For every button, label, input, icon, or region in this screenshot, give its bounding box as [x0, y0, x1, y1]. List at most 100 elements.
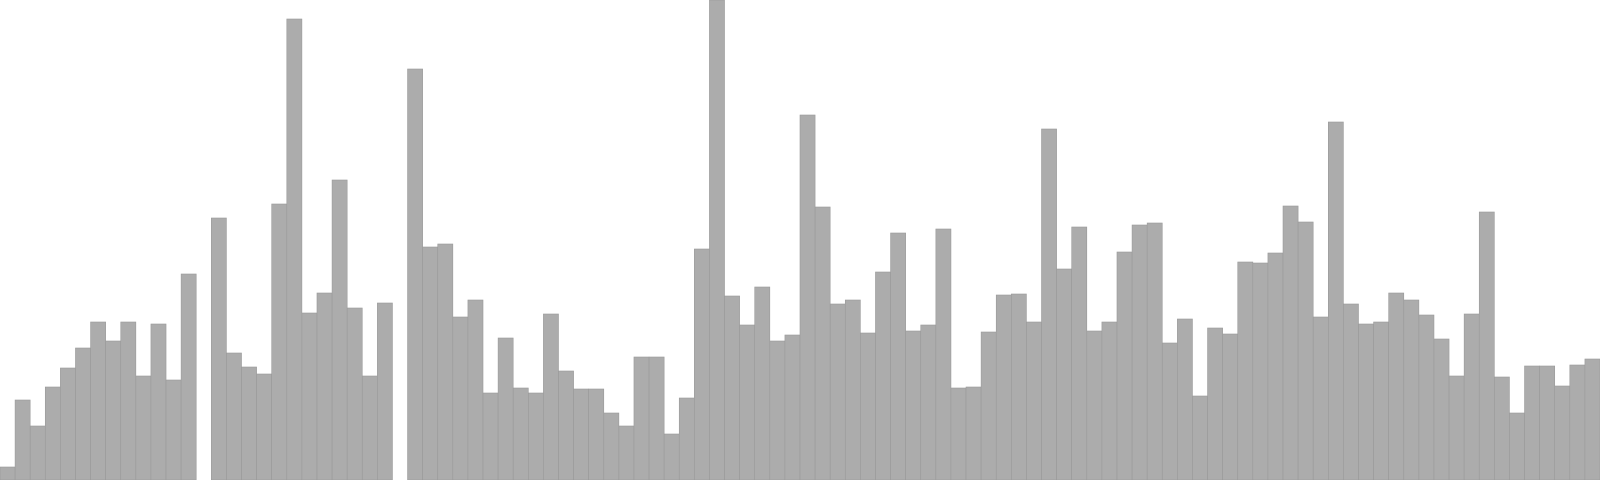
bar-53 [799, 114, 816, 480]
bar-14 [211, 217, 227, 480]
bar-96 [1448, 375, 1465, 480]
bar-33 [497, 337, 514, 480]
bar-69 [1041, 128, 1057, 480]
bar-81 [1222, 333, 1239, 480]
bar-64 [965, 386, 982, 480]
bar-9 [135, 375, 152, 480]
bar-38 [573, 388, 589, 480]
bar-12 [180, 273, 197, 480]
bar-17 [256, 373, 272, 480]
bar-104 [1569, 364, 1586, 480]
bar-58 [875, 271, 891, 480]
bar-56 [844, 299, 861, 480]
bar-32 [482, 392, 499, 480]
bar-95 [1433, 338, 1450, 480]
bar-84 [1267, 252, 1284, 480]
bar-97 [1463, 313, 1480, 480]
bar-86 [1297, 221, 1314, 480]
bar-99 [1494, 376, 1510, 480]
bar-91 [1373, 321, 1389, 480]
bar-21 [316, 292, 333, 480]
bar-79 [1192, 395, 1208, 480]
bar-65 [980, 331, 997, 480]
bar-52 [784, 334, 801, 480]
bar-66 [995, 294, 1012, 480]
bar-89 [1343, 303, 1359, 480]
bar-63 [950, 387, 967, 480]
bar-36 [543, 313, 559, 480]
bar-8 [120, 321, 137, 480]
bar-82 [1237, 261, 1254, 480]
bar-59 [890, 232, 906, 480]
bar-0 [0, 466, 16, 480]
bar-78 [1177, 318, 1193, 480]
bar-47 [709, 0, 725, 480]
bar-87 [1312, 316, 1329, 480]
bar-4 [60, 367, 76, 480]
bar-11 [165, 379, 182, 480]
bar-85 [1282, 205, 1299, 480]
bar-41 [618, 425, 635, 480]
bar-24 [361, 375, 378, 480]
bar-101 [1524, 365, 1540, 480]
bar-15 [226, 352, 242, 480]
bar-25 [377, 302, 393, 480]
bar-98 [1478, 211, 1495, 480]
bar-31 [467, 299, 484, 480]
bar-5 [75, 347, 91, 480]
bar-19 [286, 18, 303, 480]
bar-3 [44, 386, 61, 480]
bar-7 [105, 340, 122, 480]
bar-55 [829, 303, 846, 480]
bar-45 [678, 397, 695, 480]
bar-43 [648, 356, 665, 480]
bar-76 [1146, 222, 1163, 480]
bar-102 [1539, 365, 1556, 480]
bar-103 [1554, 385, 1571, 480]
bar-62 [935, 228, 952, 480]
bar-40 [603, 412, 620, 480]
bar-51 [769, 340, 786, 480]
bar-35 [527, 392, 544, 480]
bar-67 [1011, 293, 1027, 480]
bar-29 [437, 243, 454, 480]
bar-94 [1418, 314, 1435, 480]
bar-83 [1252, 262, 1269, 480]
bar-88 [1328, 121, 1344, 480]
bar-23 [346, 307, 363, 480]
bar-48 [724, 295, 740, 480]
bar-37 [558, 370, 574, 480]
bar-1 [14, 399, 31, 480]
bar-2 [29, 425, 46, 480]
bar-6 [90, 321, 106, 480]
bar-50 [754, 286, 771, 480]
bar-74 [1116, 251, 1133, 480]
bar-75 [1131, 224, 1148, 480]
bar-105 [1584, 358, 1600, 480]
bar-16 [241, 366, 257, 480]
bar-68 [1026, 321, 1042, 480]
bar-28 [422, 246, 439, 480]
bar-77 [1161, 342, 1178, 480]
bar-30 [452, 316, 469, 480]
bar-46 [694, 248, 710, 480]
bar-10 [150, 323, 167, 480]
bar-22 [331, 179, 348, 480]
bar-18 [271, 203, 288, 480]
bar-90 [1358, 323, 1374, 480]
bar-93 [1403, 299, 1420, 480]
bar-100 [1509, 412, 1525, 480]
bar-44 [663, 433, 680, 480]
bar-34 [512, 387, 529, 480]
bar-61 [920, 324, 937, 480]
bar-42 [633, 356, 650, 480]
bar-60 [905, 330, 922, 480]
bar-54 [814, 206, 831, 480]
bar-72 [1086, 330, 1103, 480]
bar-27 [407, 68, 423, 480]
bar-92 [1388, 292, 1405, 480]
bar-57 [860, 332, 876, 480]
bar-39 [588, 388, 605, 480]
bar-49 [739, 324, 756, 480]
